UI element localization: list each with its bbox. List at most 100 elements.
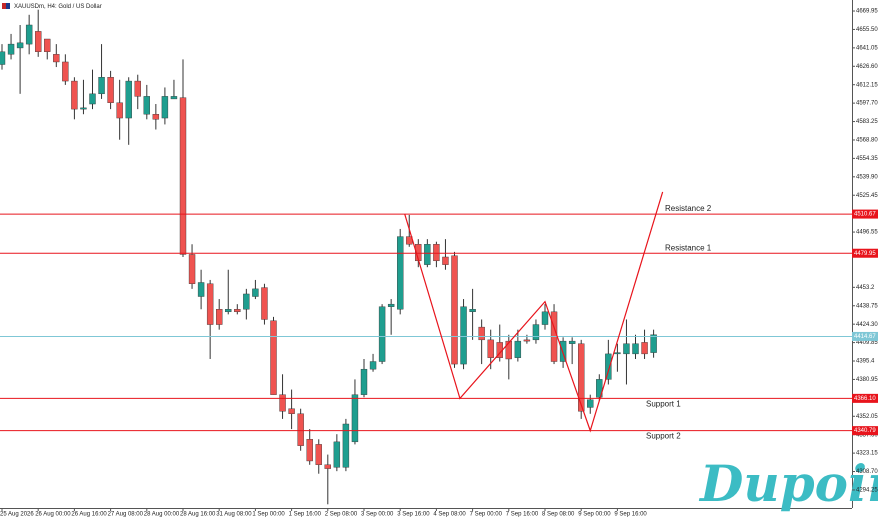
candle-body — [505, 340, 512, 360]
candle-body — [387, 303, 395, 307]
candle-body — [288, 408, 295, 414]
candle-body — [279, 394, 286, 412]
candle-body — [107, 77, 114, 103]
level-name: Support 1 — [646, 399, 681, 408]
x-tick-label: 27 Aug 08:00 — [108, 512, 144, 518]
x-tick-label: 3 Sep 00:00 — [361, 512, 394, 518]
candle-body — [143, 96, 151, 115]
candle-body — [623, 343, 630, 355]
candle-body — [650, 334, 657, 353]
candle-body — [478, 326, 485, 341]
candle-body — [53, 54, 60, 63]
candle-body — [578, 343, 585, 412]
candle-body — [487, 339, 494, 358]
chart-title: XAUUSDm, H4: Gold / US Dollar — [14, 4, 102, 10]
y-tick-label: 4308.70 — [856, 469, 878, 475]
candle-body — [433, 244, 440, 262]
icon-part — [6, 3, 10, 9]
pattern-line — [404, 191, 664, 433]
candle-body — [134, 80, 141, 97]
level-price-box — [852, 248, 878, 258]
candle-body — [161, 96, 169, 119]
candle-body — [514, 340, 522, 358]
y-tick-label: 4626.60 — [856, 64, 878, 70]
candle-body — [523, 339, 531, 342]
y-tick-label: 4583.25 — [856, 119, 878, 125]
level-price-box — [852, 209, 878, 219]
y-tick-label: 4568.80 — [856, 138, 878, 144]
candle-body — [197, 282, 205, 297]
y-tick-label: 4496.55 — [856, 230, 878, 236]
candle-body — [469, 309, 476, 313]
level-price-label: 4510.67 — [854, 212, 876, 218]
candle-body — [596, 379, 603, 398]
candle-body — [25, 24, 33, 45]
candle-body — [71, 80, 78, 110]
y-tick-label: 4438.75 — [856, 303, 878, 309]
candle-body — [397, 236, 404, 310]
x-tick-label: 7 Sep 00:00 — [470, 512, 503, 518]
x-tick-label: 1 Sep 16:00 — [289, 512, 322, 518]
x-tick-label: 31 Aug 08:00 — [216, 512, 252, 518]
candle-body — [424, 244, 431, 265]
candle-body — [170, 96, 178, 100]
candle-body — [324, 464, 331, 469]
y-tick-label: 4337.60 — [856, 432, 878, 438]
y-tick-label: 4641.05 — [856, 45, 878, 51]
x-tick-label: 9 Sep 16:00 — [614, 512, 647, 518]
x-tick-label: 2 Sep 08:00 — [325, 512, 358, 518]
x-tick-label: 26 Aug 00:00 — [35, 512, 71, 518]
level-name: Support 2 — [646, 432, 681, 441]
candle-body — [342, 423, 350, 468]
candle-body — [270, 320, 277, 395]
level-name: Resistance 1 — [665, 243, 712, 252]
candle-body — [378, 306, 386, 362]
candle-body — [206, 283, 214, 325]
candle-body — [215, 309, 223, 325]
candle-body — [62, 61, 69, 82]
level-name: Resistance 2 — [665, 204, 712, 213]
candle-body — [7, 43, 15, 55]
candle-body — [179, 97, 187, 255]
candle-body — [559, 340, 567, 362]
candle-body — [641, 342, 648, 355]
y-tick-label: 4669.95 — [856, 9, 878, 15]
y-tick-label: 4395.4 — [856, 359, 875, 365]
candle-body — [234, 309, 241, 313]
y-tick-label: 4380.95 — [856, 377, 878, 383]
y-tick-label: 4539.90 — [856, 174, 878, 180]
candle-body — [632, 343, 639, 355]
candle-body — [451, 255, 458, 365]
x-tick-label: 7 Sep 16:00 — [506, 512, 539, 518]
y-tick-label: 4294.25 — [856, 488, 878, 494]
current-price-label: 4414.67 — [854, 334, 876, 340]
y-tick-label: 4597.70 — [856, 101, 878, 107]
candle-body — [315, 444, 322, 465]
candle-body — [605, 353, 612, 380]
candle-body — [297, 413, 304, 446]
candle-body — [125, 80, 132, 119]
y-tick-label: 4554.35 — [856, 156, 878, 162]
candle-body — [460, 306, 467, 365]
candle-body — [89, 93, 96, 105]
candle-body — [360, 368, 368, 395]
candle-body — [0, 51, 6, 65]
watermark: Dupoin — [698, 454, 878, 513]
y-tick-label: 4352.05 — [856, 414, 878, 420]
y-tick-label: 4612.15 — [856, 82, 878, 88]
candle-body — [568, 340, 576, 344]
y-tick-label: 4424.30 — [856, 322, 878, 328]
symbol-icon — [2, 3, 10, 9]
x-tick-label: 4 Sep 08:00 — [433, 512, 466, 518]
candle-body — [80, 107, 87, 110]
y-tick-label: 4409.85 — [856, 340, 878, 346]
candle-body — [261, 287, 268, 320]
current-price-box — [852, 331, 878, 341]
candle-body — [44, 38, 51, 52]
candle-body — [614, 352, 621, 355]
y-tick-label: 4525.45 — [856, 193, 878, 199]
y-tick-label: 4323.15 — [856, 451, 878, 457]
x-tick-label: 25 Aug 2026 — [0, 512, 34, 518]
